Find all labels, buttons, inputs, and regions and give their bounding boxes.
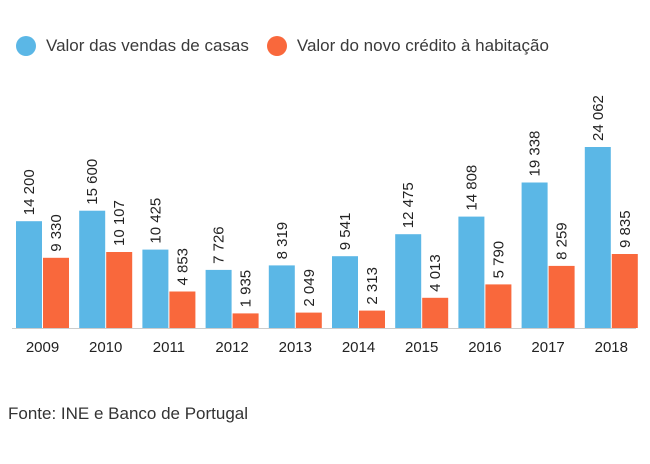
bar-credit-2013 (295, 312, 322, 328)
bar-sales-2012 (205, 269, 232, 328)
bar-credit-2011 (169, 291, 196, 328)
value-label-credit-2015: 4 013 (427, 254, 444, 292)
value-label-sales-2018: 24 062 (590, 95, 607, 141)
x-tick-label-2009: 2009 (26, 339, 59, 356)
value-label-sales-2012: 7 726 (211, 226, 228, 264)
value-label-sales-2016: 14 808 (463, 165, 480, 211)
value-label-sales-2011: 10 425 (147, 198, 164, 244)
x-tick-label-2015: 2015 (405, 339, 438, 356)
value-label-credit-2014: 2 313 (364, 267, 381, 305)
legend-label-sales: Valor das vendas de casas (46, 36, 249, 55)
value-label-credit-2013: 2 049 (301, 269, 318, 307)
legend-item-sales: Valor das vendas de casas (16, 36, 249, 56)
value-label-sales-2014: 9 541 (337, 213, 354, 251)
bar-sales-2018 (584, 147, 611, 328)
bar-sales-2009 (16, 221, 42, 328)
bar-sales-2014 (332, 256, 358, 328)
bar-credit-2014 (359, 310, 385, 328)
source-note: Fonte: INE e Banco de Portugal (8, 404, 249, 423)
bar-sales-2016 (458, 216, 485, 328)
legend-swatch-sales (16, 36, 36, 56)
value-label-credit-2009: 9 330 (48, 214, 65, 252)
bar-credit-2015 (422, 297, 449, 328)
x-tick-label-2017: 2017 (531, 339, 564, 356)
value-label-credit-2010: 10 107 (111, 200, 128, 246)
value-label-sales-2017: 19 338 (527, 131, 544, 177)
legend-label-credit: Valor do novo crédito à habitação (296, 36, 549, 55)
bar-credit-2017 (548, 265, 575, 328)
x-tick-label-2018: 2018 (595, 339, 628, 356)
bar-credit-2009 (43, 257, 69, 328)
bar-credit-2018 (611, 254, 638, 328)
x-tick-label-2013: 2013 (279, 339, 312, 356)
bar-chart: 14 200 9 330 2009 15 600 10 107 2010 10 425 4 8… (12, 95, 638, 356)
value-label-credit-2011: 4 853 (174, 248, 191, 286)
value-label-sales-2010: 15 600 (84, 159, 101, 205)
bar-credit-2016 (485, 284, 512, 328)
bar-sales-2017 (521, 182, 548, 328)
value-label-credit-2012: 1 935 (238, 270, 255, 308)
legend-swatch-credit (266, 36, 287, 56)
chart-legend: Valor das vendas de casas Valor do novo … (16, 36, 567, 56)
value-label-credit-2018: 9 835 (617, 210, 634, 248)
x-tick-label-2011: 2011 (153, 339, 185, 356)
bar-credit-2010 (106, 252, 133, 328)
bar-sales-2010 (79, 210, 106, 328)
x-tick-label-2012: 2012 (215, 339, 248, 356)
value-label-sales-2015: 12 475 (400, 182, 417, 228)
value-label-sales-2013: 8 319 (274, 222, 291, 260)
x-tick-label-2016: 2016 (468, 339, 501, 356)
value-label-sales-2009: 14 200 (21, 169, 38, 215)
x-tick-label-2014: 2014 (342, 339, 375, 356)
bar-sales-2011 (142, 249, 169, 328)
legend-item-credit: Valor do novo crédito à habitação (266, 36, 549, 56)
bar-credit-2012 (232, 313, 259, 328)
value-label-credit-2016: 5 790 (490, 241, 507, 279)
x-tick-label-2010: 2010 (89, 339, 122, 356)
value-label-credit-2017: 8 259 (554, 222, 571, 260)
bar-sales-2013 (268, 265, 295, 328)
bar-sales-2015 (395, 234, 422, 328)
